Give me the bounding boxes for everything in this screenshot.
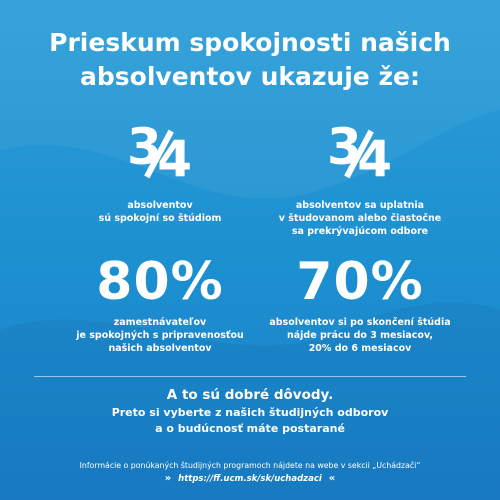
stat-description: absolventov sa uplatnia v študovanom ale… xyxy=(260,199,460,238)
title-line-1: Prieskum spokojnosti našich xyxy=(49,28,451,57)
footer-link-row: » https://ff.ucm.sk/sk/uchadzaci « xyxy=(0,473,500,485)
stat-value: 70% xyxy=(296,252,424,312)
stat-description: absolventov sú spokojní so štúdiom xyxy=(60,199,260,225)
page-title: Prieskum spokojnosti našich absolventov … xyxy=(0,26,500,94)
fraction-denominator: 4 xyxy=(357,130,393,188)
admissions-url-link[interactable]: https://ff.ucm.sk/sk/uchadzaci xyxy=(178,474,322,484)
closing-line-3: a o budúcnosť máte postarané xyxy=(155,422,345,435)
title-line-2: absolventov ukazuje že: xyxy=(80,62,420,91)
fraction-three-quarters: 3 4 xyxy=(125,122,195,188)
fraction-denominator: 4 xyxy=(157,130,193,188)
chevron-left-double-icon: « xyxy=(328,473,336,484)
stat-description-line: absolventov xyxy=(127,200,193,211)
stat-job-within-months: 70% absolventov si po skončení štúdia ná… xyxy=(250,254,470,355)
stat-description-line: sa prekrývajúcom odbore xyxy=(291,226,429,237)
fraction-three-quarters: 3 4 xyxy=(325,122,395,188)
stat-description-line: absolventov sa uplatnia xyxy=(295,200,425,211)
footer: Informácie o ponúkaných študijných progr… xyxy=(0,460,500,485)
stat-description-line: je spokojných s pripravenosťou xyxy=(76,330,244,341)
stat-value: 3 4 xyxy=(260,122,460,193)
stat-value: 80% xyxy=(96,252,224,312)
stat-description: absolventov si po skončení štúdia nájde … xyxy=(250,316,470,355)
closing-line-1: A to sú dobré dôvody. xyxy=(166,387,334,403)
stat-description-line: nájde prácu do 3 mesiacov, xyxy=(287,330,433,341)
footer-info-text: Informácie o ponúkaných študijných progr… xyxy=(79,461,421,470)
closing-message: A to sú dobré dôvody. Preto si vyberte z… xyxy=(0,386,500,437)
stat-description: zamestnávateľov je spokojných s priprave… xyxy=(50,316,270,355)
stat-value: 3 4 xyxy=(60,122,260,193)
stat-employer-satisfaction: 80% zamestnávateľov je spokojných s prip… xyxy=(50,254,270,355)
stat-satisfied-graduates: 3 4 absolventov sú spokojní so štúdiom xyxy=(60,122,260,225)
chevron-right-double-icon: » xyxy=(164,473,172,484)
stat-description-line: absolventov si po skončení štúdia xyxy=(269,317,451,328)
divider xyxy=(34,376,466,377)
closing-line-2: Preto si vyberte z našich študijných odb… xyxy=(111,406,389,419)
stat-description-line: našich absolventov xyxy=(108,343,212,354)
stat-description-line: sú spokojní so štúdiom xyxy=(98,213,222,224)
stat-description-line: 20% do 6 mesiacov xyxy=(308,343,412,354)
stat-description-line: zamestnávateľov xyxy=(113,317,207,328)
stat-employed-in-field: 3 4 absolventov sa uplatnia v študovanom… xyxy=(260,122,460,238)
stat-description-line: v študovanom alebo čiastočne xyxy=(278,213,442,224)
